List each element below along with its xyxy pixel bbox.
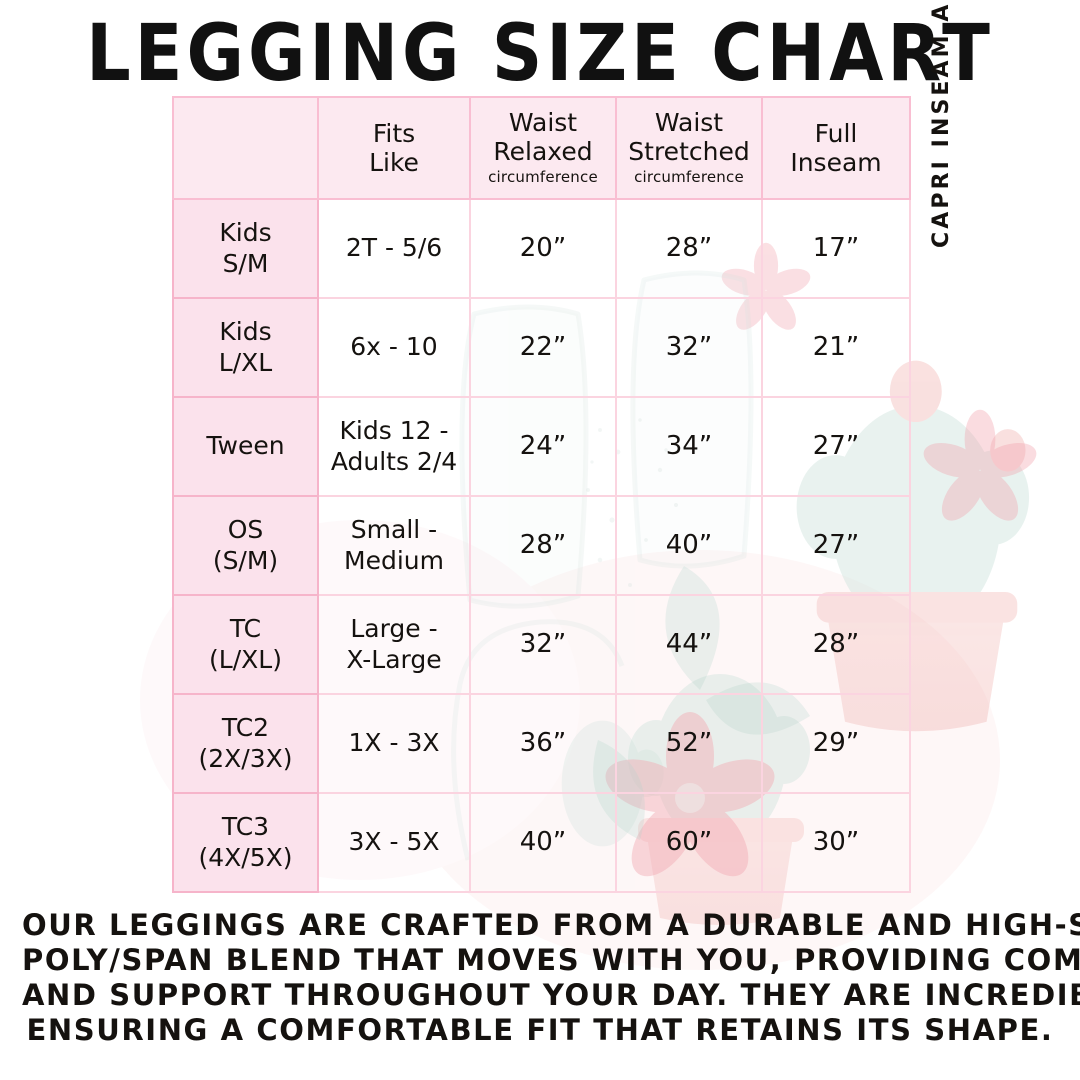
row-size-line2: S/M	[222, 248, 269, 278]
row-size-label: Kids S/M	[172, 198, 319, 299]
cell-full-inseam: 27”	[761, 495, 911, 596]
table-row: OS (S/M) Small - Medium 28” 40” 27”	[172, 495, 911, 596]
cell-waist-relaxed: 24”	[469, 396, 617, 497]
cell-fits-like: 6x - 10	[317, 297, 471, 398]
cell-fits-line2: Medium	[344, 545, 444, 575]
cell-full-inseam: 30”	[761, 792, 911, 893]
cell-waist-stretched: 28”	[615, 198, 763, 299]
cell-fits-line2: X-Large	[346, 644, 442, 674]
row-size-line2: (2X/3X)	[198, 743, 293, 773]
row-size-line2: (L/XL)	[209, 644, 282, 674]
column-header-fits-like: Fits Like	[317, 96, 471, 200]
row-size-line1: Kids	[219, 218, 272, 247]
column-header-line2: Like	[369, 148, 419, 177]
cell-fits-line1: 2T - 5/6	[345, 233, 443, 263]
row-size-line2: L/XL	[218, 347, 273, 377]
cell-waist-relaxed: 32”	[469, 594, 617, 695]
cell-waist-stretched: 34”	[615, 396, 763, 497]
cell-fits-line1: Small -	[350, 515, 438, 544]
table-row: Kids S/M 2T - 5/6 20” 28” 17”	[172, 198, 911, 299]
cell-waist-stretched: 44”	[615, 594, 763, 695]
table-row: TC3 (4X/5X) 3X - 5X 40” 60” 30”	[172, 792, 911, 893]
table-row: TC2 (2X/3X) 1X - 3X 36” 52” 29”	[172, 693, 911, 794]
column-header-line2: Stretched	[628, 137, 750, 167]
row-size-line1: Kids	[219, 317, 272, 346]
column-header-line1: Full	[814, 118, 858, 148]
column-header-waist-relaxed: Waist Relaxed circumference	[469, 96, 617, 200]
table-header-row: Fits Like Waist Relaxed circumference Wa…	[172, 96, 911, 200]
cell-fits-line2: Adults 2/4	[330, 446, 458, 476]
cell-full-inseam: 21”	[761, 297, 911, 398]
cell-waist-relaxed: 22”	[469, 297, 617, 398]
row-size-line2: (4X/5X)	[198, 842, 293, 872]
cell-waist-relaxed: 28”	[469, 495, 617, 596]
capri-inseam-note-text: CAPRI INSEAM APPROX 8 INCHES SHORTER	[929, 0, 954, 248]
cell-fits-line1: 1X - 3X	[348, 728, 440, 758]
cell-waist-stretched: 40”	[615, 495, 763, 596]
cell-fits-like: 2T - 5/6	[317, 198, 471, 299]
column-header-line2: Inseam	[790, 148, 882, 177]
row-size-line1: TC	[229, 614, 262, 643]
footer-line: OUR LEGGINGS ARE CRAFTED FROM A DURABLE …	[22, 908, 1080, 942]
capri-inseam-note: CAPRI INSEAM APPROX 8 INCHES SHORTER	[912, 0, 954, 248]
cell-waist-stretched: 52”	[615, 693, 763, 794]
row-size-label: Tween	[172, 396, 319, 497]
cell-fits-line1: Large -	[350, 614, 438, 643]
row-size-line1: OS	[227, 515, 264, 544]
cell-waist-relaxed: 40”	[469, 792, 617, 893]
footer-line: AND SUPPORT THROUGHOUT YOUR DAY. THEY AR…	[22, 978, 1080, 1012]
cell-fits-like: Small - Medium	[317, 495, 471, 596]
cell-fits-line1: 6x - 10	[350, 332, 438, 362]
cell-waist-stretched: 60”	[615, 792, 763, 893]
table-body: Kids S/M 2T - 5/6 20” 28” 17” Kids L/XL 6x - 10 2…	[172, 198, 911, 893]
row-size-line1: TC3	[221, 812, 270, 841]
cell-fits-like: 3X - 5X	[317, 792, 471, 893]
row-size-label: TC (L/XL)	[172, 594, 319, 695]
cell-waist-relaxed: 20”	[469, 198, 617, 299]
table-row: Tween Kids 12 - Adults 2/4 24” 34” 27”	[172, 396, 911, 497]
corner-cell	[172, 96, 319, 200]
cell-full-inseam: 29”	[761, 693, 911, 794]
footer-line: POLY/SPAN BLEND THAT MOVES WITH YOU, PRO…	[22, 943, 1080, 977]
column-header-sub: circumference	[488, 167, 598, 186]
cell-full-inseam: 27”	[761, 396, 911, 497]
cell-fits-like: 1X - 3X	[317, 693, 471, 794]
cell-full-inseam: 28”	[761, 594, 911, 695]
column-header-line2: Relaxed	[493, 137, 593, 167]
page-title: LEGGING SIZE CHART	[86, 7, 994, 100]
row-size-line1: Tween	[206, 431, 285, 461]
row-size-label: TC2 (2X/3X)	[172, 693, 319, 794]
row-size-line1: TC2	[221, 713, 270, 742]
column-header-full-inseam: Full Inseam	[761, 96, 911, 200]
cell-fits-like: Large - X-Large	[317, 594, 471, 695]
column-header-line1: Waist	[508, 107, 578, 137]
row-size-line2: (S/M)	[212, 545, 279, 575]
legging-size-table: Fits Like Waist Relaxed circumference Wa…	[172, 96, 911, 893]
column-header-waist-stretched: Waist Stretched circumference	[615, 96, 763, 200]
row-size-label: TC3 (4X/5X)	[172, 792, 319, 893]
column-header-line1: Waist	[654, 107, 724, 137]
cell-full-inseam: 17”	[761, 198, 911, 299]
footer-line: ENSURING A COMFORTABLE FIT THAT RETAINS …	[26, 1013, 1054, 1047]
table-row: Kids L/XL 6x - 10 22” 32” 21”	[172, 297, 911, 398]
column-header-line1: Fits	[372, 118, 416, 148]
cell-fits-like: Kids 12 - Adults 2/4	[317, 396, 471, 497]
row-size-label: OS (S/M)	[172, 495, 319, 596]
footer-description: OUR LEGGINGS ARE CRAFTED FROM A DURABLE …	[22, 908, 1080, 1048]
table-row: TC (L/XL) Large - X-Large 32” 44” 28”	[172, 594, 911, 695]
row-size-label: Kids L/XL	[172, 297, 319, 398]
cell-fits-line1: Kids 12 -	[339, 416, 449, 445]
cell-waist-stretched: 32”	[615, 297, 763, 398]
column-header-sub: circumference	[634, 167, 744, 186]
cell-waist-relaxed: 36”	[469, 693, 617, 794]
cell-fits-line1: 3X - 5X	[348, 827, 440, 857]
